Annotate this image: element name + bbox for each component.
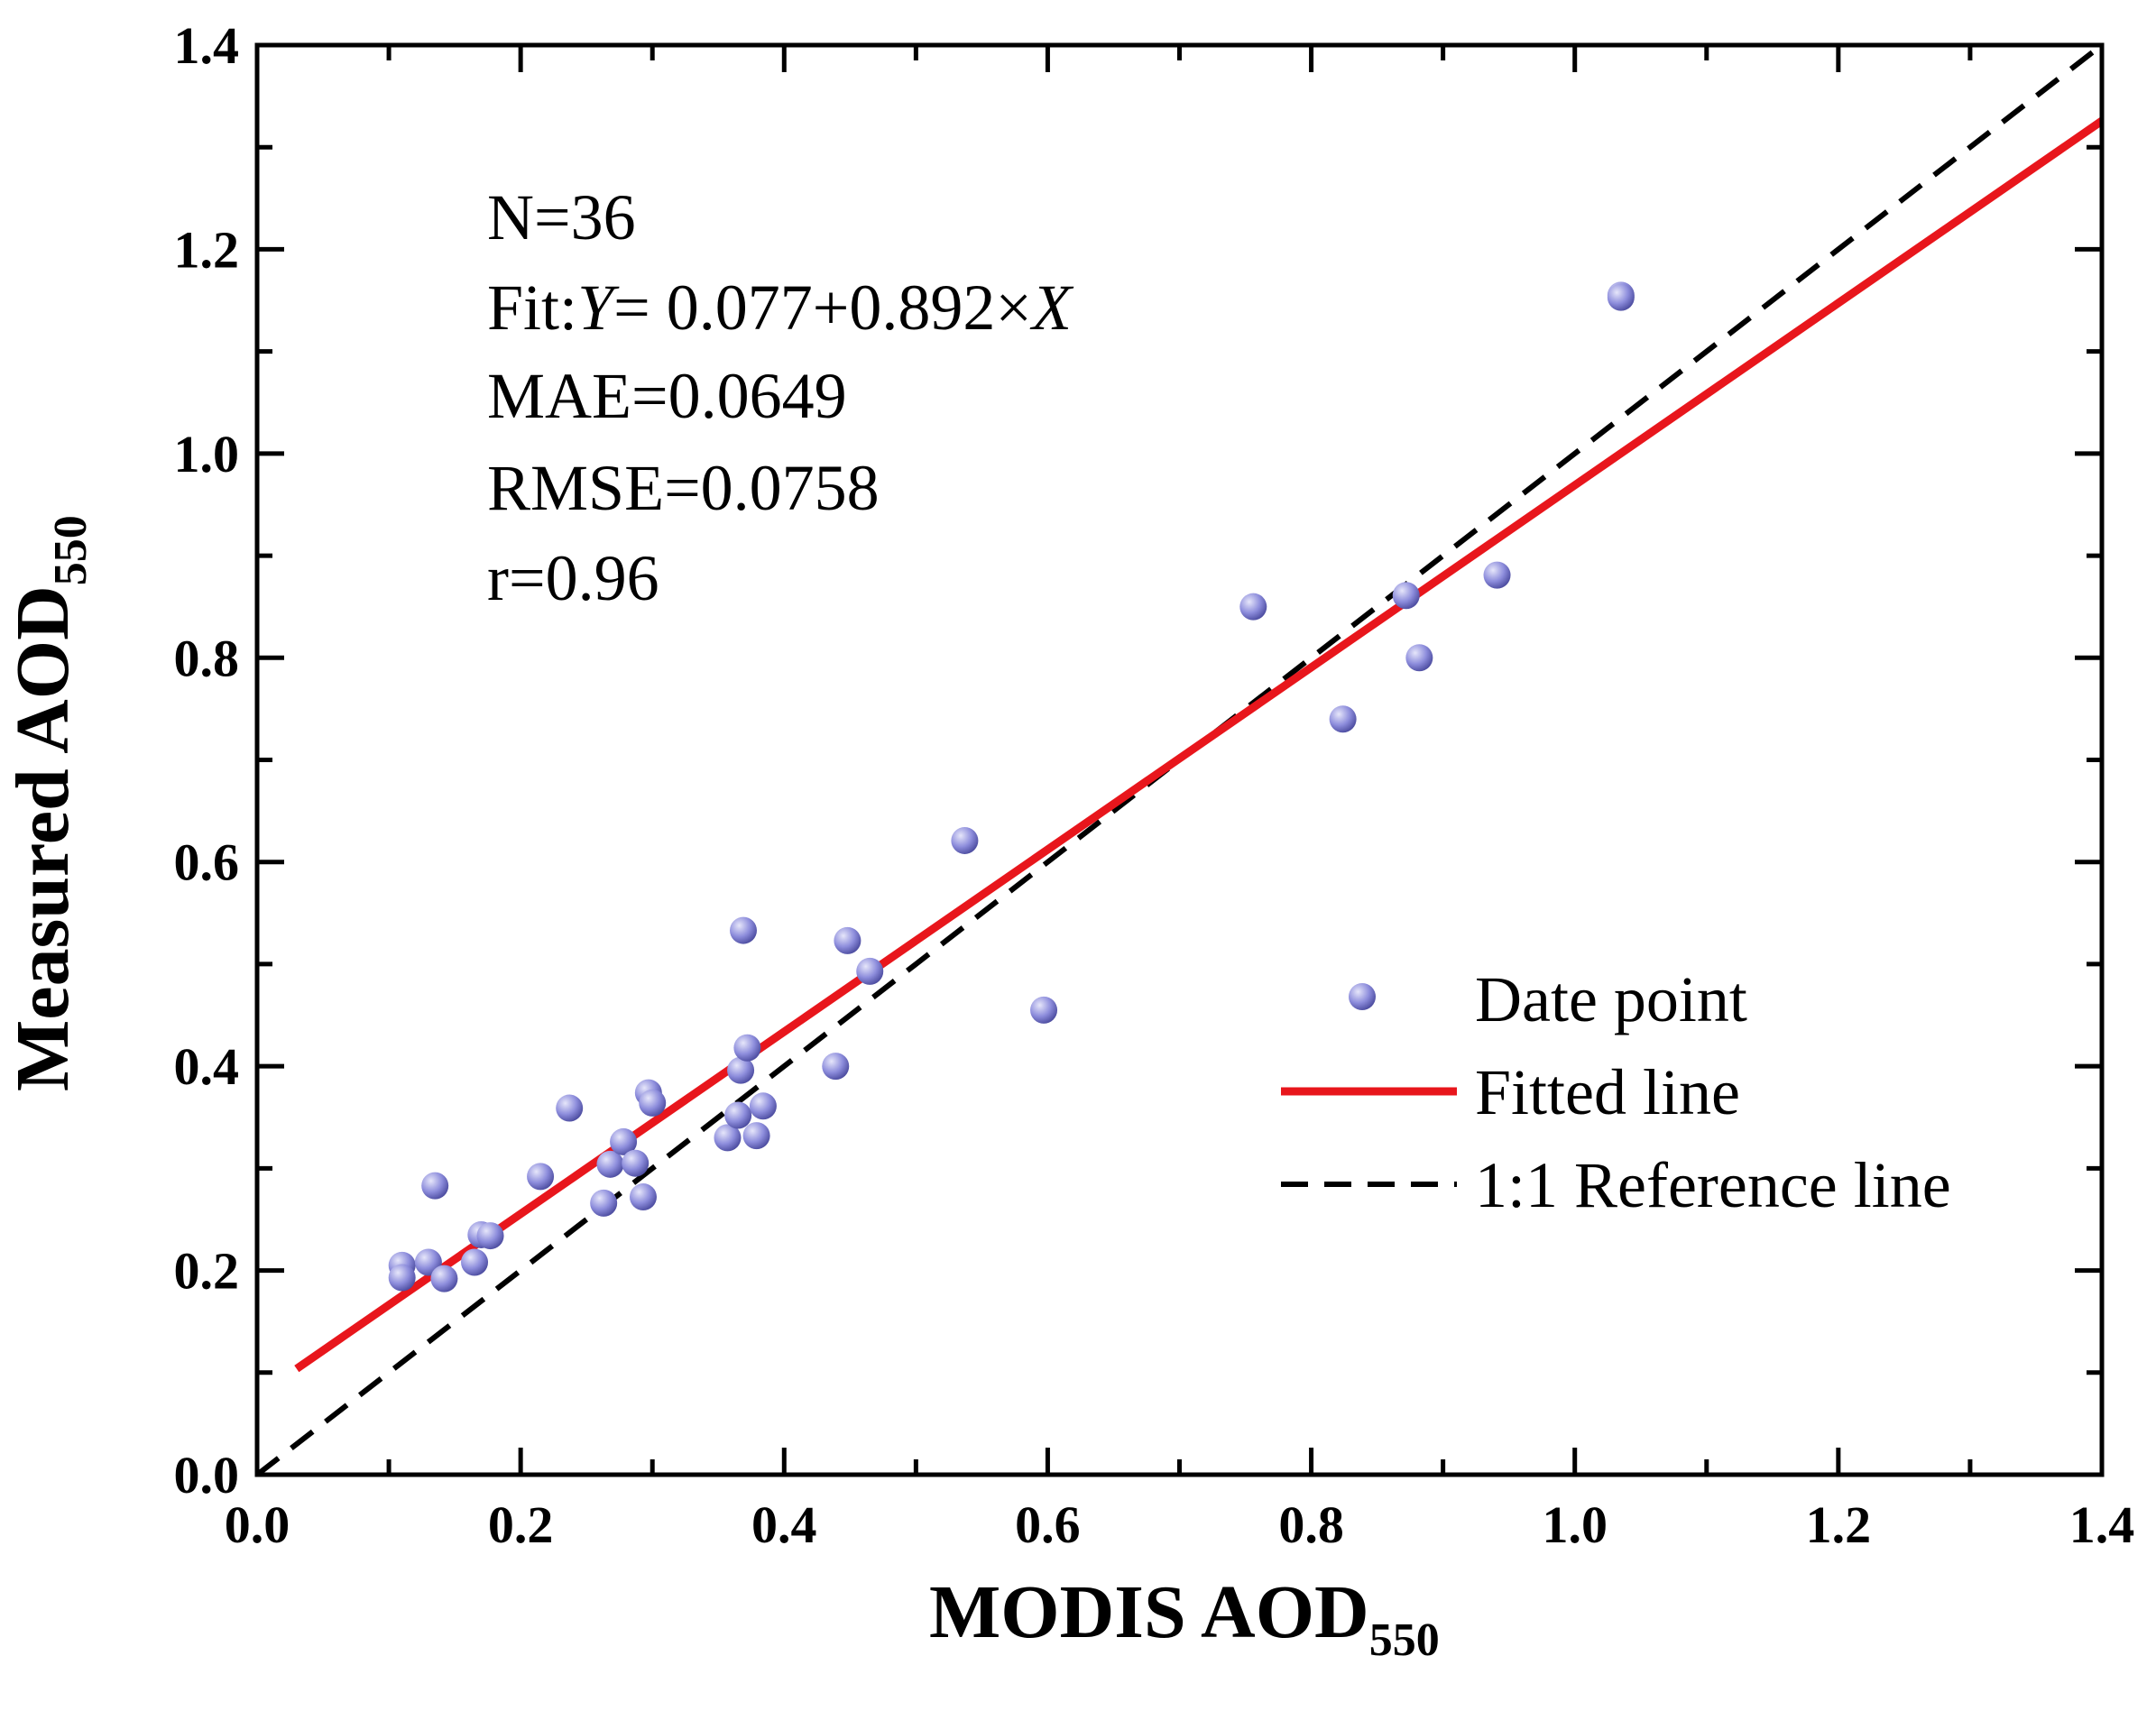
x-tick-label: 1.2 (1806, 1495, 1872, 1554)
y-tick-label: 1.2 (174, 220, 240, 279)
y-tick-label: 0.6 (174, 833, 240, 892)
x-tick-label: 0.2 (488, 1495, 554, 1554)
y-tick-label: 1.0 (174, 425, 240, 483)
x-tick-label: 1.4 (2069, 1495, 2135, 1554)
data-point (1030, 996, 1058, 1024)
data-point (856, 957, 884, 985)
data-point (622, 1149, 650, 1177)
plot-frame (254, 42, 2105, 1477)
data-point (1392, 582, 1420, 610)
legend-reference-label: 1:1 Reference line (1475, 1149, 1951, 1221)
data-point (1405, 644, 1433, 672)
data-point (749, 1092, 777, 1120)
legend-points-label: Date point (1475, 963, 1747, 1035)
data-point (1483, 561, 1511, 589)
data-point (421, 1172, 449, 1200)
legend-point-marker (1349, 983, 1376, 1010)
stat-fit: Fit:Y= 0.077+0.892×X (487, 271, 1074, 344)
data-point (476, 1222, 504, 1250)
data-point (822, 1053, 850, 1081)
x-tick-label: 0.6 (1015, 1495, 1081, 1554)
y-tick-label: 1.4 (174, 16, 240, 75)
data-point (596, 1150, 624, 1178)
stat-r: r=0.96 (487, 542, 659, 614)
axis-ticks (254, 42, 2105, 1477)
data-point (1239, 593, 1267, 621)
data-point (556, 1094, 584, 1122)
data-point (730, 916, 758, 944)
data-point (629, 1183, 657, 1211)
stats-annotation: N=36 Fit:Y= 0.077+0.892×X MAE=0.0649 RMS… (487, 181, 1074, 614)
stat-rmse: RMSE=0.0758 (487, 452, 880, 524)
x-tick-label: 0.8 (1278, 1495, 1344, 1554)
x-tick-label: 1.0 (1542, 1495, 1608, 1554)
data-point (1607, 283, 1635, 311)
data-point (951, 826, 979, 854)
stat-mae: MAE=0.0649 (487, 360, 847, 432)
data-point (834, 926, 861, 954)
data-point (590, 1189, 618, 1217)
data-point (1329, 705, 1357, 733)
data-point (727, 1056, 755, 1084)
data-point (733, 1034, 761, 1062)
data-points (388, 281, 1635, 1292)
data-point (461, 1248, 489, 1276)
y-tick-label: 0.4 (174, 1037, 240, 1096)
data-point (724, 1101, 752, 1129)
x-tick-label: 0.4 (751, 1495, 817, 1554)
data-point (388, 1264, 416, 1292)
x-tick-labels: 0.0 0.2 0.4 0.6 0.8 1.0 1.2 1.4 (225, 1495, 2135, 1554)
data-point (430, 1265, 458, 1292)
x-axis-title: MODIS AOD550 (929, 1570, 1440, 1666)
data-point (714, 1124, 742, 1152)
y-tick-label: 0.8 (174, 629, 240, 687)
y-tick-labels: 0.0 0.2 0.4 0.6 0.8 1.0 1.2 1.4 (174, 16, 240, 1504)
data-point (742, 1122, 770, 1150)
legend: Date point Fitted line 1:1 Reference lin… (1281, 963, 1951, 1221)
data-point (610, 1127, 638, 1155)
data-point (639, 1089, 667, 1117)
y-axis-title: Measured AOD550 (1, 515, 97, 1091)
data-point (527, 1163, 555, 1191)
stat-n: N=36 (487, 181, 636, 253)
x-tick-label: 0.0 (225, 1495, 290, 1554)
legend-fitted-label: Fitted line (1475, 1056, 1740, 1128)
y-tick-label: 0.2 (174, 1242, 240, 1301)
y-tick-label: 0.0 (174, 1446, 240, 1504)
